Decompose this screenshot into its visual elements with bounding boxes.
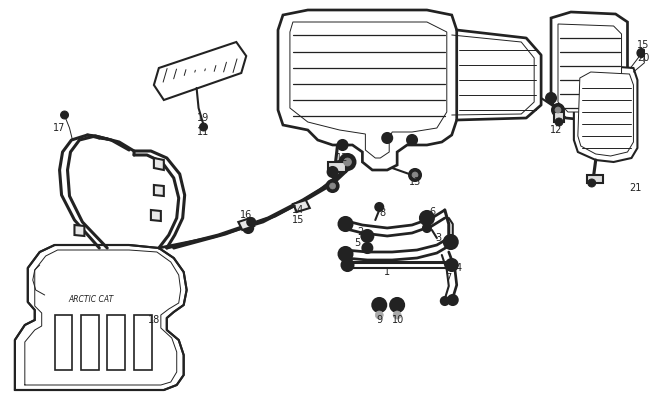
Polygon shape xyxy=(574,65,638,162)
Circle shape xyxy=(330,183,335,189)
Text: 10: 10 xyxy=(392,315,404,325)
Text: 20: 20 xyxy=(637,53,649,63)
Circle shape xyxy=(60,111,68,119)
Text: 9: 9 xyxy=(376,315,382,325)
Circle shape xyxy=(243,223,254,233)
Polygon shape xyxy=(239,218,254,230)
Circle shape xyxy=(337,140,348,150)
Polygon shape xyxy=(328,162,346,172)
Text: 12: 12 xyxy=(550,125,562,135)
Text: 19: 19 xyxy=(198,113,210,123)
Circle shape xyxy=(341,259,354,271)
Circle shape xyxy=(375,203,383,211)
Polygon shape xyxy=(290,22,447,158)
Circle shape xyxy=(328,167,337,177)
Circle shape xyxy=(644,57,649,63)
Circle shape xyxy=(361,230,373,242)
Text: 15: 15 xyxy=(637,40,649,50)
Circle shape xyxy=(555,118,563,126)
Circle shape xyxy=(555,107,561,113)
Text: 5: 5 xyxy=(354,238,361,248)
Circle shape xyxy=(327,180,339,192)
Text: 1: 1 xyxy=(384,267,390,277)
Polygon shape xyxy=(81,315,99,370)
Text: 21: 21 xyxy=(629,183,642,193)
Polygon shape xyxy=(55,315,73,370)
Polygon shape xyxy=(587,175,603,183)
Text: 2: 2 xyxy=(358,227,363,237)
Circle shape xyxy=(372,298,386,312)
Circle shape xyxy=(423,224,431,232)
Circle shape xyxy=(363,243,372,253)
Circle shape xyxy=(200,123,207,131)
Text: 3: 3 xyxy=(436,233,442,243)
Circle shape xyxy=(441,297,448,305)
Circle shape xyxy=(420,211,434,225)
Circle shape xyxy=(247,218,255,226)
Polygon shape xyxy=(554,112,564,122)
Polygon shape xyxy=(278,10,457,170)
Circle shape xyxy=(546,93,556,103)
Polygon shape xyxy=(15,245,187,390)
Text: 8: 8 xyxy=(379,208,385,218)
Polygon shape xyxy=(134,315,152,370)
Polygon shape xyxy=(551,12,627,120)
Circle shape xyxy=(407,135,417,145)
Polygon shape xyxy=(151,210,161,221)
Text: 14: 14 xyxy=(292,205,304,215)
Text: 11: 11 xyxy=(198,127,210,137)
Text: 15: 15 xyxy=(292,215,304,225)
Text: 13: 13 xyxy=(409,177,421,187)
Circle shape xyxy=(638,49,645,57)
Circle shape xyxy=(390,298,404,312)
Polygon shape xyxy=(293,200,310,212)
Circle shape xyxy=(375,311,383,319)
Polygon shape xyxy=(107,315,125,370)
Circle shape xyxy=(344,158,352,166)
Polygon shape xyxy=(154,42,246,100)
Circle shape xyxy=(412,172,418,178)
Text: 6: 6 xyxy=(430,207,436,217)
Circle shape xyxy=(339,247,352,261)
Polygon shape xyxy=(578,72,634,156)
Circle shape xyxy=(448,295,458,305)
Polygon shape xyxy=(154,158,164,170)
Circle shape xyxy=(588,179,595,187)
Polygon shape xyxy=(558,24,621,112)
Text: 12: 12 xyxy=(336,153,349,163)
Text: 4: 4 xyxy=(456,263,462,273)
Circle shape xyxy=(339,154,356,170)
Polygon shape xyxy=(154,185,164,196)
Circle shape xyxy=(382,133,392,143)
Text: 17: 17 xyxy=(53,123,66,133)
Circle shape xyxy=(552,104,564,116)
Circle shape xyxy=(444,235,458,249)
Text: 18: 18 xyxy=(148,315,160,325)
Text: ARCTIC CAT: ARCTIC CAT xyxy=(69,296,114,304)
Circle shape xyxy=(409,169,421,181)
Text: 16: 16 xyxy=(240,210,252,220)
Text: 7: 7 xyxy=(446,273,452,283)
Circle shape xyxy=(393,311,401,319)
Polygon shape xyxy=(75,225,84,236)
Circle shape xyxy=(339,217,352,231)
Circle shape xyxy=(446,259,458,271)
